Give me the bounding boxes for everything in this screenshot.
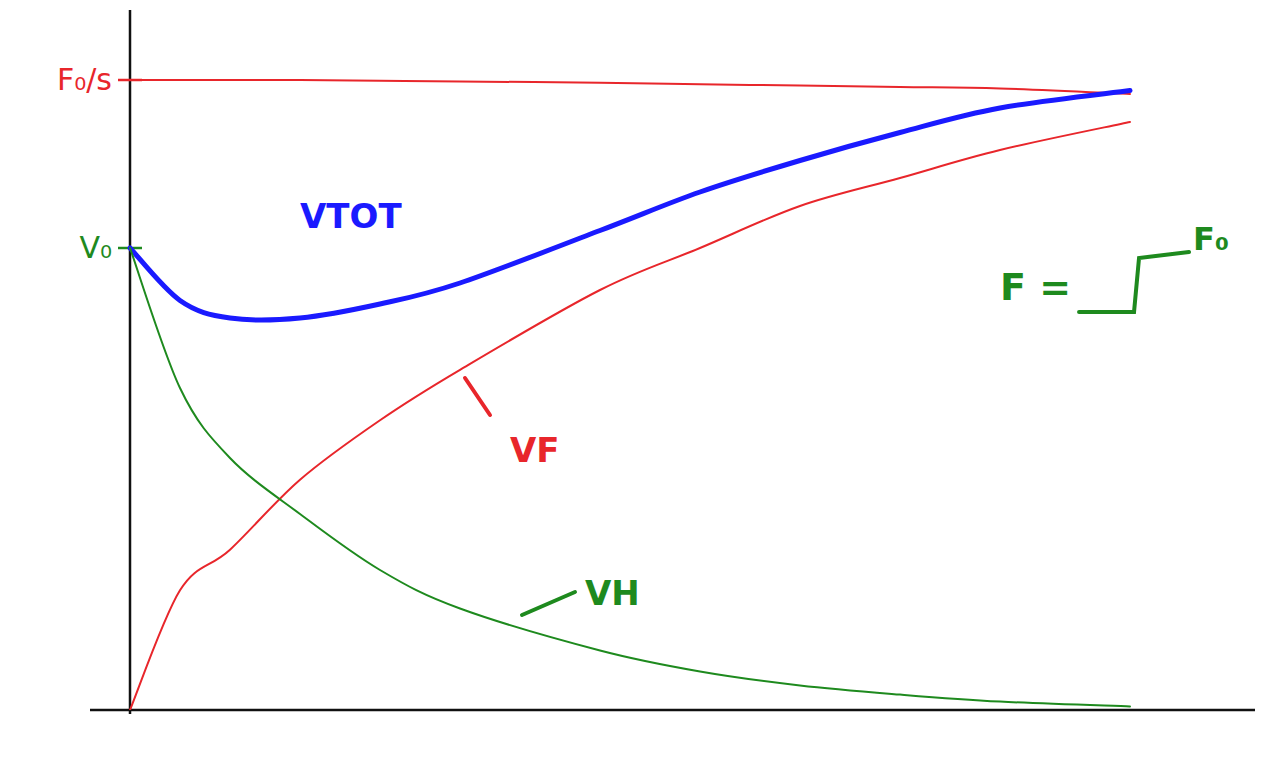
label-leader	[522, 592, 575, 615]
curve	[130, 80, 1130, 94]
y-axis	[129, 10, 132, 714]
step-symbol	[1079, 252, 1189, 312]
label-leader	[465, 378, 490, 415]
curve	[130, 122, 1130, 710]
curve	[130, 91, 1130, 320]
y-tick-label: F₀/s	[57, 62, 112, 97]
curve	[130, 248, 1130, 707]
annotation: F =	[1000, 265, 1071, 309]
curve-label: VH	[585, 573, 640, 613]
y-tick-label: V₀	[79, 230, 112, 265]
chart: F₀/s V₀ VTOT VF VH F = F₀	[0, 0, 1273, 770]
curve-label: VF	[510, 430, 560, 470]
plot-area	[130, 80, 1130, 710]
curve-label: VTOT	[300, 196, 402, 236]
annotation: F₀	[1193, 220, 1229, 258]
x-axis	[90, 709, 1255, 712]
